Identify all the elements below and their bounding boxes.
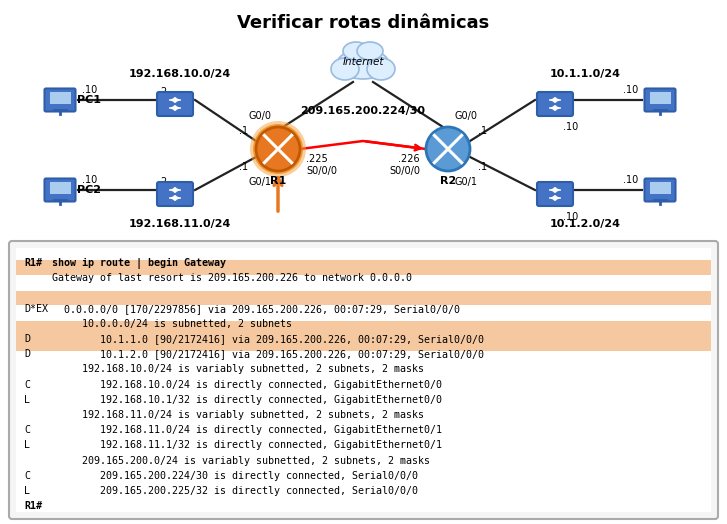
FancyBboxPatch shape [645, 179, 675, 202]
Text: 10.1.2.0 [90/2172416] via 209.165.200.226, 00:07:29, Serial0/0/0: 10.1.2.0 [90/2172416] via 209.165.200.22… [52, 349, 484, 359]
FancyBboxPatch shape [44, 179, 76, 202]
Text: .10: .10 [623, 175, 638, 185]
Text: G0/0: G0/0 [454, 111, 478, 121]
FancyBboxPatch shape [645, 89, 675, 112]
FancyBboxPatch shape [537, 92, 573, 116]
Text: 192.168.10.0/24 is variably subnetted, 2 subnets, 2 masks: 192.168.10.0/24 is variably subnetted, 2… [52, 364, 424, 375]
Text: .10: .10 [82, 175, 97, 185]
Text: C: C [24, 471, 30, 481]
Text: L: L [24, 395, 30, 405]
FancyBboxPatch shape [649, 92, 670, 104]
Text: S0/0/0: S0/0/0 [306, 166, 337, 176]
Text: 10.1.1.0 [90/2172416] via 209.165.200.226, 00:07:29, Serial0/0/0: 10.1.1.0 [90/2172416] via 209.165.200.22… [52, 334, 484, 344]
Text: .10: .10 [623, 85, 638, 95]
FancyBboxPatch shape [16, 321, 711, 336]
Text: C: C [24, 425, 30, 435]
Text: PC2: PC2 [77, 185, 101, 195]
Text: PC1: PC1 [77, 95, 101, 105]
Ellipse shape [331, 58, 359, 80]
Text: .225: .225 [306, 154, 328, 164]
Text: Verificar rotas dinâmicas: Verificar rotas dinâmicas [237, 14, 489, 32]
Circle shape [256, 127, 300, 171]
FancyBboxPatch shape [157, 182, 193, 206]
Circle shape [426, 127, 470, 171]
Text: 192.168.11.0/24: 192.168.11.0/24 [129, 219, 231, 229]
Text: 192.168.11.0/24 is directly connected, GigabitEthernet0/1: 192.168.11.0/24 is directly connected, G… [52, 425, 442, 435]
FancyBboxPatch shape [16, 336, 711, 351]
Text: 192.168.11.1/32 is directly connected, GigabitEthernet0/1: 192.168.11.1/32 is directly connected, G… [52, 440, 442, 451]
Ellipse shape [337, 49, 389, 79]
Text: 10.1.2.0/24: 10.1.2.0/24 [550, 219, 621, 229]
Text: show ip route | begin Gateway: show ip route | begin Gateway [46, 258, 226, 269]
Text: R1#: R1# [24, 501, 42, 511]
Text: 209.165.200.0/24 is variably subnetted, 2 subnets, 2 masks: 209.165.200.0/24 is variably subnetted, … [52, 455, 430, 466]
Text: 192.168.10.1/32 is directly connected, GigabitEthernet0/0: 192.168.10.1/32 is directly connected, G… [52, 395, 442, 405]
Text: 10.1.1.0/24: 10.1.1.0/24 [550, 69, 621, 79]
Text: .226: .226 [398, 154, 420, 164]
FancyBboxPatch shape [9, 241, 718, 519]
FancyBboxPatch shape [49, 92, 71, 104]
Text: 209.165.200.224/30: 209.165.200.224/30 [300, 106, 425, 116]
FancyBboxPatch shape [44, 89, 76, 112]
FancyBboxPatch shape [16, 260, 711, 275]
Ellipse shape [357, 42, 383, 60]
Text: D: D [24, 334, 30, 344]
Text: L: L [24, 440, 30, 451]
Ellipse shape [343, 42, 369, 60]
Text: G0/1: G0/1 [249, 177, 271, 187]
Text: 192.168.10.0/24: 192.168.10.0/24 [129, 69, 231, 79]
Text: L: L [24, 486, 30, 496]
Text: 192.168.10.0/24 is directly connected, GigabitEthernet0/0: 192.168.10.0/24 is directly connected, G… [52, 379, 442, 390]
Text: D*EX: D*EX [24, 303, 48, 313]
FancyBboxPatch shape [16, 290, 711, 305]
Text: .1: .1 [239, 162, 248, 172]
FancyBboxPatch shape [537, 182, 573, 206]
Text: .2: .2 [158, 87, 167, 97]
Text: 10.0.0.0/24 is subnetted, 2 subnets: 10.0.0.0/24 is subnetted, 2 subnets [52, 319, 292, 329]
Circle shape [250, 121, 306, 177]
Text: R2: R2 [440, 176, 456, 186]
Text: 209.165.200.225/32 is directly connected, Serial0/0/0: 209.165.200.225/32 is directly connected… [52, 486, 418, 496]
Text: .1: .1 [478, 162, 487, 172]
Text: 0.0.0.0/0 [170/2297856] via 209.165.200.226, 00:07:29, Serial0/0/0: 0.0.0.0/0 [170/2297856] via 209.165.200.… [52, 303, 460, 313]
Text: .1: .1 [478, 126, 487, 136]
Text: Gateway of last resort is 209.165.200.226 to network 0.0.0.0: Gateway of last resort is 209.165.200.22… [52, 273, 412, 283]
FancyBboxPatch shape [16, 248, 711, 512]
FancyBboxPatch shape [649, 181, 670, 193]
Text: .10: .10 [82, 85, 97, 95]
Text: Internet: Internet [342, 57, 384, 67]
Text: S0/0/0: S0/0/0 [389, 166, 420, 176]
Text: .10: .10 [563, 212, 578, 222]
Text: .1: .1 [239, 126, 248, 136]
Text: R1: R1 [270, 176, 286, 186]
Text: C: C [24, 379, 30, 390]
Text: 209.165.200.224/30 is directly connected, Serial0/0/0: 209.165.200.224/30 is directly connected… [52, 471, 418, 481]
Text: G0/0: G0/0 [249, 111, 271, 121]
FancyBboxPatch shape [49, 181, 71, 193]
Text: D: D [24, 349, 30, 359]
Ellipse shape [367, 58, 395, 80]
Text: .2: .2 [158, 177, 167, 187]
Text: .10: .10 [563, 122, 578, 132]
FancyBboxPatch shape [157, 92, 193, 116]
Text: 192.168.11.0/24 is variably subnetted, 2 subnets, 2 masks: 192.168.11.0/24 is variably subnetted, 2… [52, 410, 424, 420]
Text: R1#: R1# [24, 258, 42, 268]
Circle shape [253, 124, 303, 174]
Text: G0/1: G0/1 [454, 177, 478, 187]
